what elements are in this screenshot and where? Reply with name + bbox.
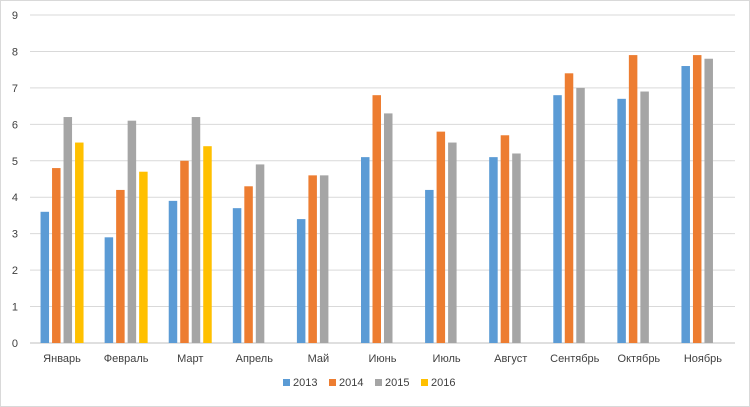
x-tick-label: Ноябрь [684, 353, 722, 365]
bar-2015-Сентябрь [576, 87, 585, 343]
bar-2013-Январь [40, 211, 50, 343]
y-tick-label: 2 [12, 265, 18, 277]
legend-item-2016: 2016 [421, 377, 455, 389]
x-tick-label: Апрель [236, 353, 274, 365]
bar-2015-Июнь [384, 113, 393, 344]
y-axis-ticks: 0 1 2 3 4 5 6 7 8 9 [12, 10, 18, 350]
y-tick-label: 6 [12, 119, 18, 131]
bar-2015-Апрель [255, 164, 265, 343]
bar-2013-Апрель [232, 208, 242, 343]
legend: 2013 2014 2015 2016 [283, 377, 455, 389]
bar-2015-Май [319, 175, 329, 343]
x-tick-label: Июнь [369, 353, 397, 365]
legend-label: 2015 [385, 377, 409, 389]
bar-2013-Октябрь [617, 98, 626, 343]
y-tick-label: 8 [12, 46, 18, 58]
bar-2014-Август [500, 135, 510, 343]
bar-2014-Январь [52, 168, 61, 343]
y-tick-label: 0 [12, 338, 18, 350]
bar-2014-Сентябрь [564, 73, 574, 344]
bar-2015-Октябрь [640, 91, 649, 344]
bar-2016-Март [203, 146, 212, 343]
bar-2014-Апрель [244, 186, 253, 343]
legend-label: 2016 [431, 377, 455, 389]
bar-2014-Февраль [116, 189, 125, 343]
legend-label: 2013 [293, 377, 317, 389]
legend-swatch [375, 379, 382, 386]
y-tick-label: 9 [12, 10, 18, 22]
bar-2014-Июнь [372, 95, 381, 343]
bar-2016-Январь [75, 142, 84, 343]
bar-2015-Февраль [127, 120, 137, 343]
bar-2014-Март [180, 160, 189, 343]
bar-2013-Август [489, 157, 498, 343]
bar-2013-Июль [425, 189, 434, 343]
bar-2015-Март [191, 117, 201, 344]
bar-2013-Май [296, 219, 306, 343]
x-tick-label: Январь [43, 353, 81, 365]
x-tick-label: Сентябрь [550, 353, 600, 365]
y-tick-label: 3 [12, 229, 18, 241]
bar-2013-Февраль [104, 237, 114, 343]
x-tick-label: Октябрь [618, 353, 661, 365]
bar-2016-Февраль [139, 171, 148, 343]
bar-2013-Ноябрь [681, 66, 690, 344]
legend-item-2014: 2014 [329, 377, 363, 389]
y-tick-label: 1 [12, 302, 18, 314]
x-tick-label: Август [494, 353, 527, 365]
y-tick-label: 5 [12, 156, 18, 168]
x-tick-label: Февраль [104, 353, 149, 365]
bar-2014-Октябрь [628, 55, 638, 343]
legend-swatch [421, 379, 428, 386]
bar-2013-Июнь [361, 157, 370, 343]
bar-2014-Май [308, 175, 317, 343]
bar-2013-Сентябрь [553, 95, 562, 343]
y-tick-label: 7 [12, 83, 18, 95]
bar-2015-Ноябрь [704, 58, 713, 343]
legend-label: 2014 [339, 377, 363, 389]
bar-2014-Ноябрь [692, 55, 702, 343]
bar-2014-Июль [436, 131, 446, 343]
x-tick-label: Июль [433, 353, 461, 365]
bar-2013-Март [168, 200, 178, 343]
bars [40, 55, 713, 344]
legend-swatch [329, 379, 336, 386]
bar-2015-Июль [448, 142, 457, 343]
legend-item-2015: 2015 [375, 377, 409, 389]
x-axis-ticks: Январь Февраль Март Апрель Май Июнь Июль Август… [43, 353, 722, 365]
bar-2015-Август [512, 153, 521, 343]
x-tick-label: Май [308, 353, 330, 365]
legend-item-2013: 2013 [283, 377, 317, 389]
y-tick-label: 4 [12, 192, 18, 204]
x-tick-label: Март [177, 353, 203, 365]
bar-2015-Январь [63, 117, 73, 344]
legend-swatch [283, 379, 290, 386]
